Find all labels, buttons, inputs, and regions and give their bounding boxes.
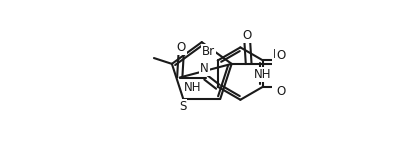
Text: O: O	[176, 41, 185, 54]
Text: N: N	[200, 62, 209, 75]
Text: NH: NH	[254, 68, 271, 81]
Text: Br: Br	[202, 45, 215, 58]
Text: O: O	[242, 29, 252, 42]
Text: N: N	[273, 48, 281, 61]
Text: S: S	[178, 100, 186, 113]
Text: O: O	[275, 49, 285, 62]
Text: NH: NH	[184, 81, 201, 94]
Text: O: O	[275, 85, 285, 98]
